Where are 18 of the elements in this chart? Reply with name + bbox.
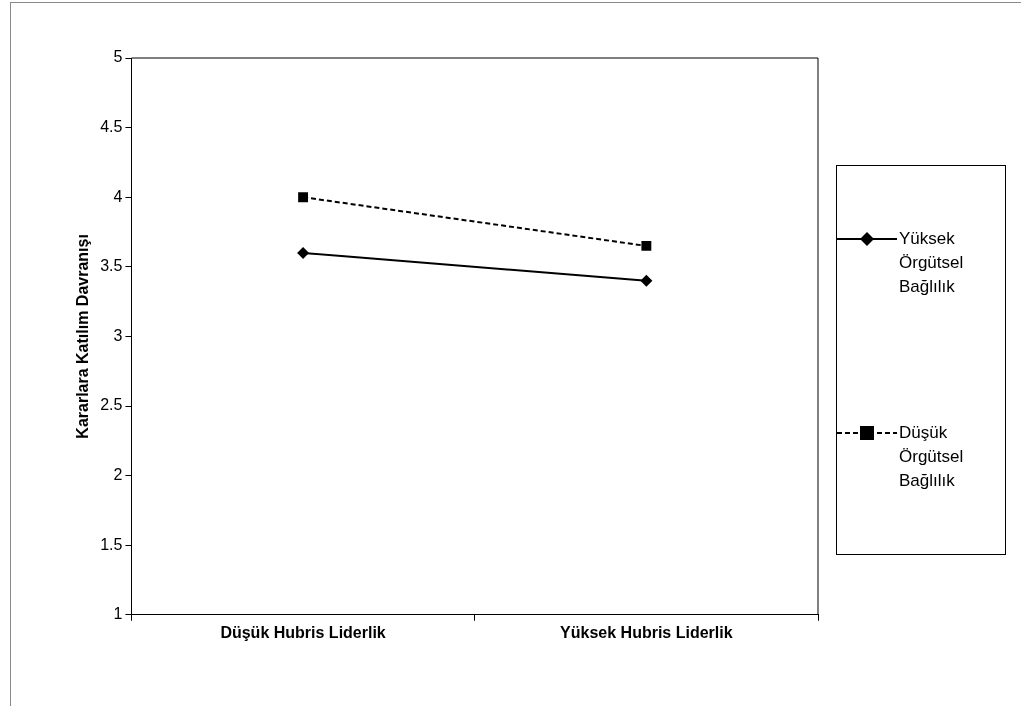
y-tick-label: 3.5	[100, 257, 123, 275]
legend-label: Düşük Örgütsel Bağlılık	[899, 422, 965, 492]
point	[641, 240, 652, 251]
y-tick-label: 5	[113, 48, 123, 66]
point	[298, 192, 309, 203]
x-tick-label: Yüksek Hubris Liderlik	[560, 623, 733, 641]
y-tick-label: 2.5	[100, 396, 123, 414]
y-tick-label: 4.5	[100, 118, 123, 136]
y-tick-label: 3	[113, 326, 123, 344]
y-axis-title: Kararlara Katılım Davranışı	[74, 234, 92, 439]
legend-label: Yüksek Örgütsel Bağlılık	[899, 228, 965, 298]
y-tick-label: 1.5	[100, 535, 123, 553]
point	[297, 246, 310, 259]
point	[640, 274, 653, 287]
y-tick-label: 1	[113, 605, 123, 623]
y-tick-label: 2	[113, 466, 123, 484]
y-tick-label: 4	[113, 187, 123, 205]
x-tick-label: Düşük Hubris Liderlik	[220, 623, 386, 641]
